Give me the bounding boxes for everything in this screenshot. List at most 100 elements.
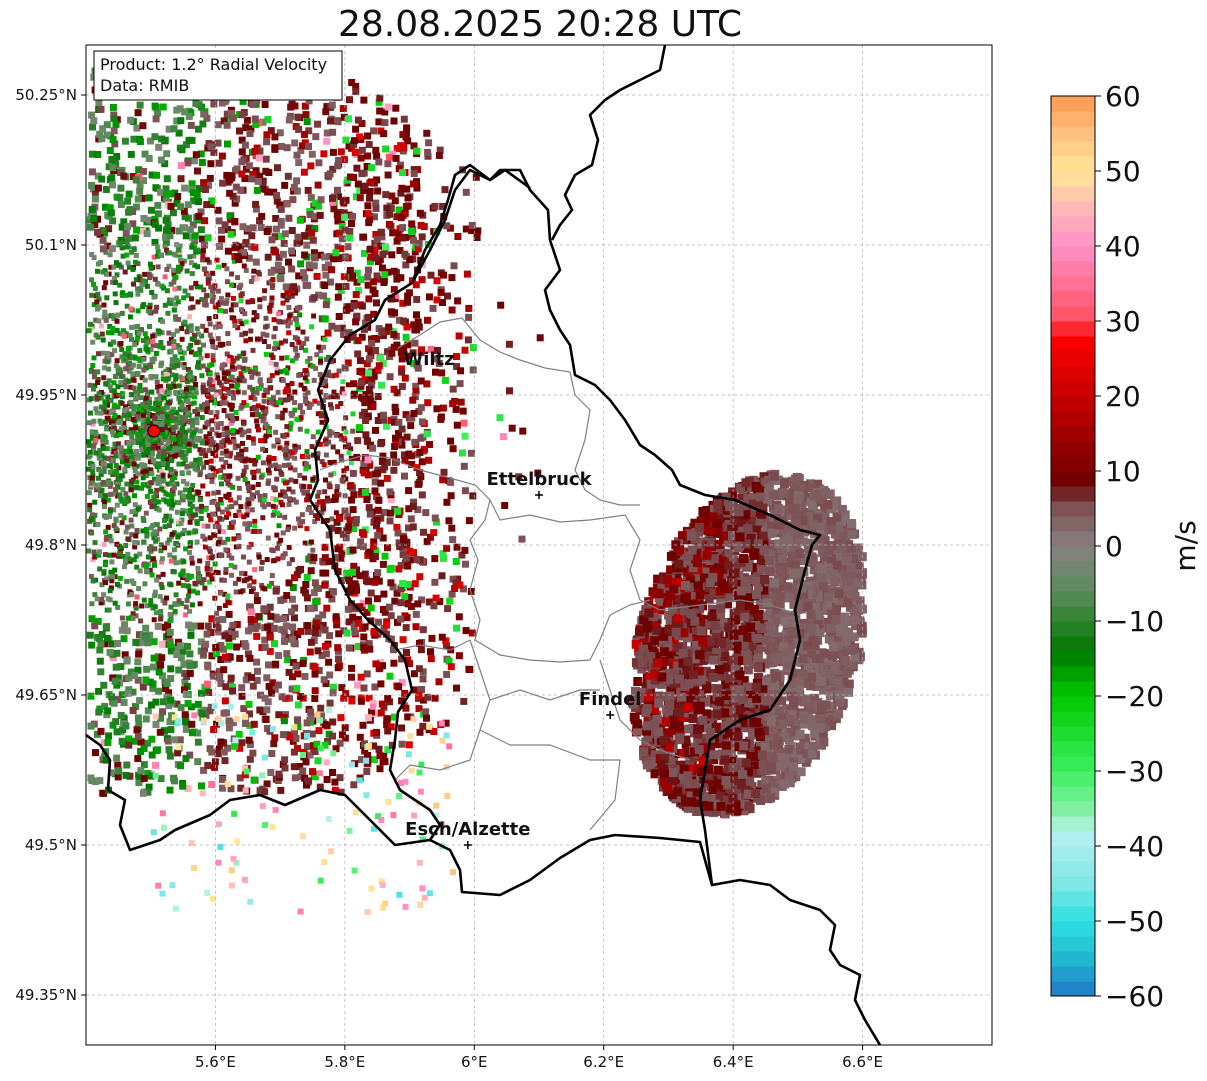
radar-cell [212,400,218,406]
radar-cell [123,543,129,548]
radar-cell [114,761,122,769]
radar-cell [385,220,393,228]
radar-cell [465,665,473,673]
radar-cell [249,171,257,178]
radar-cell [419,675,427,683]
radar-cell [127,314,133,320]
radar-cell [371,487,379,495]
radar-cell [252,276,257,282]
radar-cell [254,177,262,185]
radar-cell [183,429,188,435]
radar-cell [101,592,107,598]
radar-cell [190,304,196,310]
radar-cell [162,640,170,648]
radar-cell [162,302,168,308]
radar-cell [287,496,292,502]
radar-cell [157,344,163,350]
radar-cell [181,258,187,264]
radar-cell [158,396,163,401]
radar-cell [171,251,177,257]
radar-cell [231,199,239,207]
radar-cell [184,464,190,470]
radar-cell [90,478,96,484]
radar-cell [241,390,247,396]
radar-cell [378,264,386,272]
radar-cell [310,262,318,270]
radar-cell [313,272,321,280]
radar-cell [101,570,107,576]
radar-cell [115,414,121,420]
radar-cell [86,439,92,445]
radar-cell [148,597,154,603]
radar-cell [109,181,116,189]
radar-cell [439,476,447,484]
radar-cell [105,497,111,503]
radar-cell [133,726,141,734]
radar-cell [143,665,151,673]
radar-cell [270,512,276,518]
radar-cell [134,414,140,420]
radar-cell [167,513,173,519]
radar-cell [134,479,140,485]
radar-cell [147,772,155,780]
radar-cell [140,304,146,310]
radar-cell [334,527,342,534]
radar-cell [171,777,178,785]
radar-cell [189,504,195,509]
radar-cell [288,421,294,426]
radar-cell [236,452,241,457]
radar-cell [108,640,116,648]
radar-cell [96,455,102,461]
radar-cell [95,261,101,267]
radar-cell [197,428,203,434]
radar-cell [335,157,343,164]
radar-cell [323,383,329,389]
radar-cell [238,111,246,119]
radar-cell [127,412,133,418]
radar-cell [408,461,416,468]
radar-cell [301,102,309,110]
radar-cell [101,285,107,291]
radar-cell [395,206,403,214]
radar-cell [181,224,189,232]
radar-cell [148,735,156,743]
radar-cell [155,445,161,451]
radar-cell [216,264,222,270]
radar-cell [338,433,343,439]
radar-cell [258,383,264,388]
radar-cell [438,369,446,377]
radar-cell [397,161,404,169]
radar-cell [133,124,141,132]
radar-cell [101,409,107,415]
radar-cell [322,301,330,309]
radar-cell [263,315,269,321]
radar-cell [341,226,349,234]
radar-cell [223,567,229,573]
radar-cell [136,330,142,336]
radar-cell [112,567,118,573]
radar-cell [105,415,111,421]
radar-cell [203,684,211,692]
radar-cell [163,693,171,701]
radar-cell [289,673,296,681]
radar-cell [306,648,314,656]
radar-cell [275,711,283,719]
radar-cell [278,492,283,498]
radar-cell [197,497,203,503]
radar-cell [244,672,252,680]
radar-cell [315,727,323,735]
radar-cell [187,549,192,555]
radar-cell [298,415,304,421]
radar-cell [191,400,197,406]
radar-cell [192,352,198,357]
radar-cell [365,313,372,321]
radar-cell [241,378,247,384]
radar-cell [202,297,208,303]
radar-cell [365,295,373,303]
radar-cell [216,380,222,386]
radar-cell [115,368,121,374]
radar-cell [151,374,157,380]
radar-cell [414,600,422,608]
radar-cell [377,709,385,717]
radar-cell [241,263,247,269]
